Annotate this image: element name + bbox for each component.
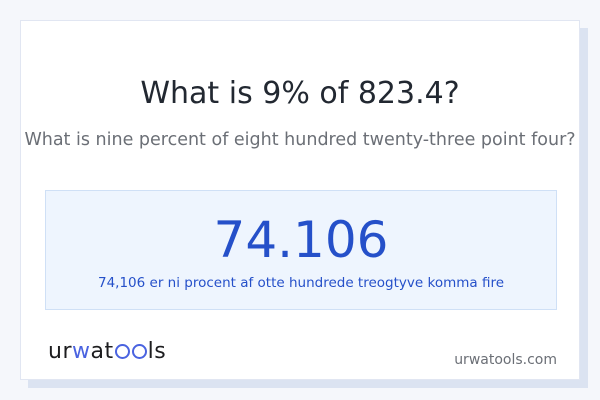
result-words: 74,106 er ni procent af otte hundrede tr… bbox=[97, 275, 505, 291]
result-box: 74.106 74,106 er ni procent af otte hund… bbox=[45, 190, 557, 310]
urwatools-logo: urwat ls bbox=[48, 339, 167, 364]
page-subtitle: What is nine percent of eight hundred tw… bbox=[24, 130, 576, 150]
site-name: urwatools.com bbox=[454, 352, 557, 368]
result-value: 74.106 bbox=[213, 211, 389, 269]
page-title: What is 9% of 823.4? bbox=[140, 76, 460, 111]
result-card: What is 9% of 823.4? What is nine percen… bbox=[20, 20, 580, 380]
